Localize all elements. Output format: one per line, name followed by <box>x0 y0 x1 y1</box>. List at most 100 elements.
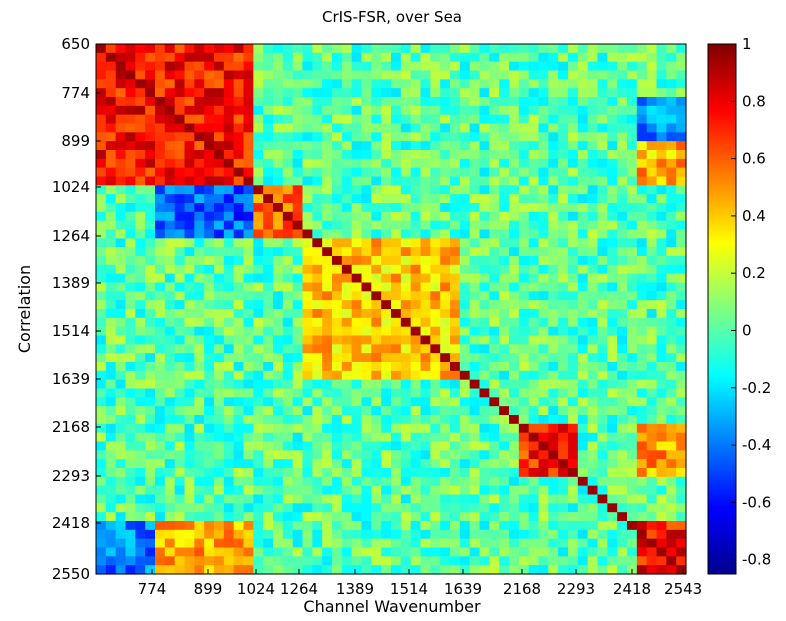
heatmap-cell <box>164 123 176 133</box>
heatmap-cell <box>391 503 402 513</box>
heatmap-cell <box>420 79 431 89</box>
heatmap-cell <box>548 370 559 381</box>
heatmap-cell <box>627 309 638 319</box>
heatmap-cell <box>509 44 520 54</box>
heatmap-cell <box>518 194 530 204</box>
heatmap-cell <box>656 370 667 381</box>
heatmap-cell <box>656 441 667 451</box>
heatmap-cell <box>223 317 235 328</box>
heatmap-cell <box>676 176 687 186</box>
heatmap-cell <box>302 79 313 89</box>
heatmap-cell <box>145 450 156 460</box>
heatmap-cell <box>459 176 471 186</box>
heatmap-cell <box>528 362 540 372</box>
heatmap-cell <box>115 247 127 257</box>
heatmap-cell <box>204 565 215 575</box>
heatmap-cell <box>322 538 333 549</box>
heatmap-cell <box>538 203 549 213</box>
heatmap-cell <box>528 150 540 160</box>
heatmap-cell <box>145 123 156 133</box>
heatmap-cell <box>361 441 372 451</box>
heatmap-cell <box>155 282 166 292</box>
heatmap-cell <box>361 273 372 284</box>
heatmap-cell <box>489 565 500 575</box>
heatmap-cell <box>597 167 608 178</box>
heatmap-cell <box>233 556 245 566</box>
heatmap-cell <box>125 300 136 310</box>
heatmap-cell <box>617 556 628 566</box>
heatmap-cell <box>577 141 589 151</box>
heatmap-cell <box>263 512 274 522</box>
heatmap-cell <box>263 326 274 337</box>
heatmap-cell <box>430 538 441 549</box>
heatmap-cell <box>469 415 481 425</box>
heatmap-cell <box>243 335 254 345</box>
heatmap-cell <box>450 105 461 116</box>
heatmap-cell <box>450 229 461 239</box>
heatmap-cell <box>430 512 441 522</box>
heatmap-cell <box>351 379 363 390</box>
heatmap-cell <box>400 459 412 469</box>
heatmap-cell <box>489 176 500 186</box>
heatmap-cell <box>381 256 392 266</box>
heatmap-cell <box>214 512 225 522</box>
heatmap-cell <box>263 397 274 407</box>
heatmap-cell <box>587 114 599 125</box>
heatmap-cell <box>351 273 363 284</box>
heatmap-cell <box>322 476 333 487</box>
heatmap-cell <box>676 441 687 451</box>
heatmap-cell <box>381 556 392 566</box>
heatmap-cell <box>145 432 156 443</box>
heatmap-cell <box>341 273 353 284</box>
heatmap-cell <box>518 432 530 443</box>
heatmap-cell <box>292 432 304 443</box>
heatmap-cell <box>332 44 343 54</box>
heatmap-cell <box>587 468 599 478</box>
heatmap-cell <box>381 247 392 257</box>
heatmap-cell <box>489 211 500 222</box>
heatmap-cell <box>105 326 117 337</box>
heatmap-cell <box>184 220 195 231</box>
heatmap-cell <box>410 432 422 443</box>
heatmap-cell <box>322 362 333 372</box>
heatmap-cell <box>204 70 215 80</box>
heatmap-cell <box>223 423 235 434</box>
heatmap-cell <box>194 105 205 116</box>
heatmap-cell <box>361 423 372 434</box>
heatmap-cell <box>558 326 569 337</box>
heatmap-cell <box>440 150 451 160</box>
heatmap-cell <box>666 229 677 239</box>
heatmap-cell <box>273 494 284 504</box>
heatmap-cell <box>617 52 628 63</box>
heatmap-cell <box>253 229 264 239</box>
heatmap-cell <box>341 415 353 425</box>
heatmap-cell <box>96 211 107 222</box>
heatmap-cell <box>420 256 431 266</box>
heatmap-cell <box>489 282 500 292</box>
heatmap-cell <box>548 291 559 301</box>
heatmap-cell <box>155 547 166 557</box>
heatmap-cell <box>164 326 176 337</box>
heatmap-cell <box>371 282 382 292</box>
heatmap-cell <box>459 238 471 248</box>
heatmap-cell <box>479 158 490 169</box>
heatmap-cell <box>391 167 402 178</box>
heatmap-cell <box>381 397 392 407</box>
heatmap-cell <box>164 512 176 522</box>
heatmap-cell <box>302 70 313 80</box>
heatmap-cell <box>646 441 658 451</box>
heatmap-cell <box>312 291 323 301</box>
heatmap-cell <box>233 238 245 248</box>
heatmap-cell <box>636 468 648 478</box>
heatmap-cell <box>312 512 323 522</box>
heatmap-cell <box>400 353 412 363</box>
heatmap-cell <box>145 353 156 363</box>
heatmap-cell <box>145 203 156 213</box>
heatmap-cell <box>607 79 618 89</box>
heatmap-cell <box>587 247 599 257</box>
heatmap-cell <box>538 291 549 301</box>
heatmap-cell <box>558 150 569 160</box>
x-axis-label: Channel Wavenumber <box>303 597 481 616</box>
heatmap-cell <box>607 70 618 80</box>
heatmap-cell <box>597 150 608 160</box>
